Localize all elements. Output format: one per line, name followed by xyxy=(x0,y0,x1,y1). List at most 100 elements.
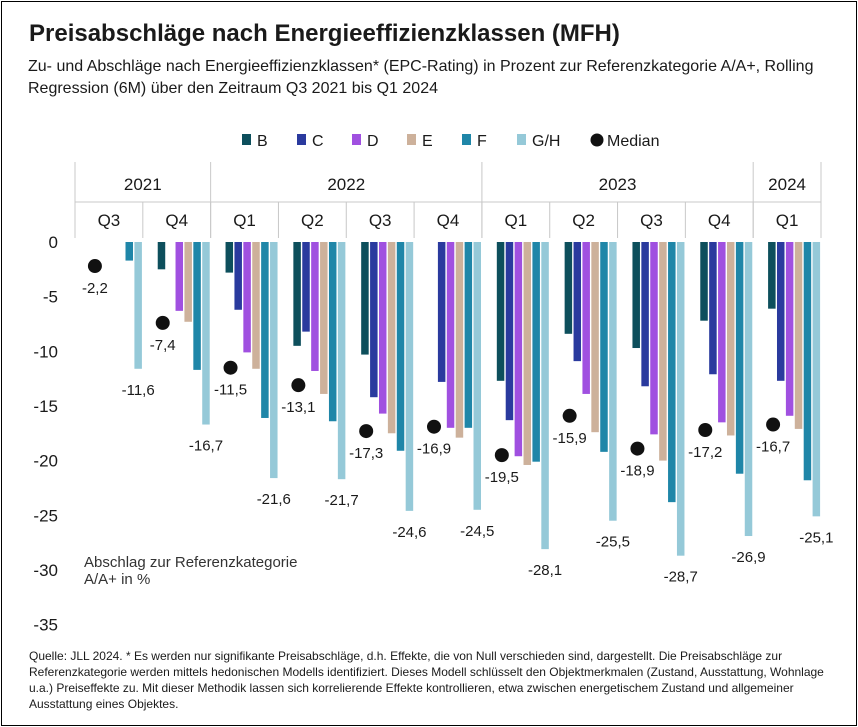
y-tick-label: -35 xyxy=(33,616,58,635)
median-dot xyxy=(494,448,509,463)
y-tick-label: -30 xyxy=(33,561,58,580)
bar-c xyxy=(370,242,378,398)
chart-title: Preisabschläge nach Energieeffizienzklas… xyxy=(29,20,620,47)
median-dot xyxy=(630,441,645,456)
bar-d xyxy=(785,242,794,416)
gh-value-label: -16,7 xyxy=(189,438,223,455)
median-dot xyxy=(359,424,374,439)
median-dot xyxy=(87,259,102,274)
y-tick-label: -5 xyxy=(43,288,58,307)
bar-gh xyxy=(609,242,617,521)
bar-gh xyxy=(270,242,278,479)
bar-d xyxy=(650,242,658,435)
y-tick-label: -10 xyxy=(33,342,58,361)
quarter-label: Q3 xyxy=(640,211,663,230)
bar-f xyxy=(668,242,676,503)
bar-f xyxy=(532,242,540,462)
bar-b xyxy=(496,242,505,381)
y-tick-label: -25 xyxy=(33,506,58,525)
bar-e xyxy=(523,242,532,465)
bar-f xyxy=(600,242,608,452)
legend-swatch-f xyxy=(462,134,471,145)
bar-gh xyxy=(337,242,346,480)
bar-d xyxy=(446,242,455,428)
gh-value-label: -21,7 xyxy=(325,492,359,509)
median-value-label: -13,1 xyxy=(281,399,315,416)
bar-gh xyxy=(541,242,549,550)
y-tick-label: -20 xyxy=(33,452,58,471)
gh-value-label: -28,1 xyxy=(528,562,562,579)
chart-subtitle: Zu- und Abschläge nach Energieeffizienzk… xyxy=(28,58,814,97)
bar-d xyxy=(175,242,184,311)
median-value-label: -17,2 xyxy=(688,444,722,461)
bar-d xyxy=(718,242,726,423)
bar-b xyxy=(225,242,234,273)
bar-d xyxy=(582,242,590,394)
gh-value-label: -21,6 xyxy=(257,491,291,508)
legend-swatch-e xyxy=(407,134,416,145)
bar-e xyxy=(591,242,599,433)
gh-value-label: -24,6 xyxy=(392,524,426,541)
bar-c xyxy=(505,242,514,421)
quarter-label: Q3 xyxy=(369,211,392,230)
bar-b xyxy=(768,242,776,309)
bar-gh xyxy=(405,242,414,511)
bar-d xyxy=(311,242,319,371)
year-label-2021: 2021 xyxy=(124,175,162,194)
bar-b xyxy=(361,242,369,355)
year-label-2022: 2022 xyxy=(327,175,365,194)
median-value-label: -19,5 xyxy=(485,469,519,486)
quarter-label: Q4 xyxy=(437,211,460,230)
bar-c xyxy=(641,242,649,387)
quarter-label: Q4 xyxy=(708,211,731,230)
legend-label-median: Median xyxy=(607,133,659,150)
bar-f xyxy=(735,242,744,474)
bar-f xyxy=(125,242,134,261)
legend-swatch-gh xyxy=(517,134,526,145)
bar-f xyxy=(464,242,473,428)
gh-value-label: -28,7 xyxy=(664,569,698,586)
legend-swatch-b xyxy=(242,134,251,145)
median-dot xyxy=(427,419,441,434)
bar-d xyxy=(243,242,251,353)
legend-swatch-median xyxy=(590,133,604,147)
median-value-label: -16,7 xyxy=(756,439,790,456)
median-dot xyxy=(562,408,577,423)
median-value-label: -15,9 xyxy=(553,430,587,447)
legend-label-b: B xyxy=(257,133,268,150)
legend-swatch-d xyxy=(352,134,361,145)
bar-e xyxy=(726,242,735,436)
median-dot xyxy=(766,417,781,432)
legend-label-c: C xyxy=(312,133,324,150)
bar-gh xyxy=(202,242,210,425)
median-dot xyxy=(155,315,170,330)
median-dot xyxy=(291,378,306,393)
gh-value-label: -25,1 xyxy=(799,529,833,546)
source-note: Quelle: JLL 2024. * Es werden nur signif… xyxy=(29,649,824,711)
bar-e xyxy=(252,242,260,369)
median-value-label: -11,5 xyxy=(214,382,247,399)
median-dot xyxy=(698,422,713,437)
median-value-label: -16,9 xyxy=(417,441,451,458)
bar-c xyxy=(437,242,446,382)
median-dot xyxy=(223,360,238,375)
legend-label-gh: G/H xyxy=(532,133,560,150)
legend-label-f: F xyxy=(477,133,487,150)
bar-f xyxy=(261,242,269,418)
median-value-label: -7,4 xyxy=(150,337,176,354)
bar-c xyxy=(573,242,582,362)
bar-d xyxy=(378,242,387,414)
median-value-label: -18,9 xyxy=(620,463,654,480)
legend-label-d: D xyxy=(367,133,379,150)
quarter-label: Q4 xyxy=(165,211,188,230)
bar-d xyxy=(514,242,523,457)
quarter-label: Q3 xyxy=(98,211,121,230)
median-value-label: -2,2 xyxy=(82,280,108,297)
y-axis-label: Abschlag zur Referenzkategorie A/A+ in % xyxy=(84,554,298,588)
bar-f xyxy=(396,242,405,451)
bar-b xyxy=(157,242,166,270)
legend-swatch-c xyxy=(297,134,306,145)
bar-e xyxy=(455,242,464,438)
